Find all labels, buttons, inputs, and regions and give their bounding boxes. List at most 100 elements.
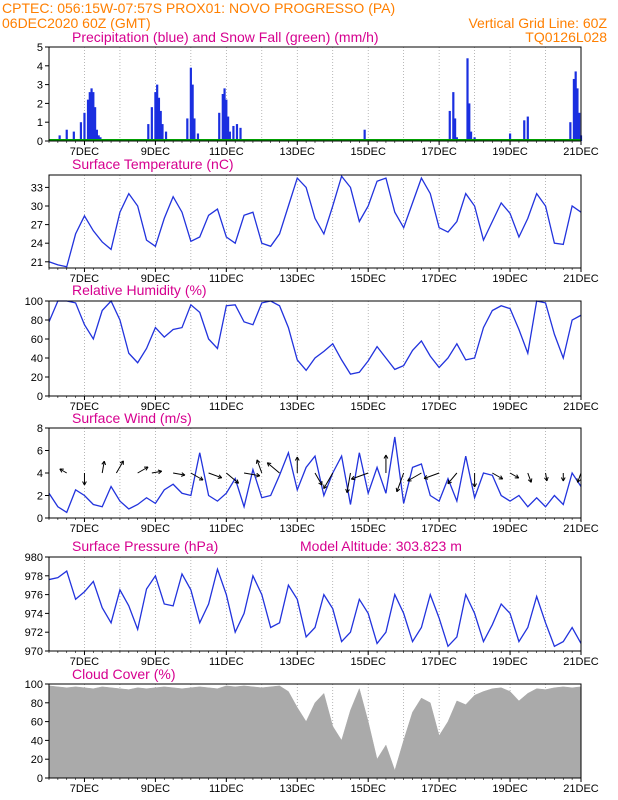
xtick-label: 11DEC [209,401,244,413]
wind-arrow [423,472,440,479]
wind-arrow-head [181,472,186,477]
ytick-label: 100 [25,679,43,691]
wind-arrow [151,470,162,474]
xtick-label: 11DEC [209,656,244,668]
precip-bar [83,112,86,141]
ytick-label: 24 [31,238,43,250]
wind-arrow-head [82,481,87,486]
xtick-label: 11DEC [209,523,244,535]
xtick-label: 19DEC [492,523,528,535]
ytick-label: 4 [37,468,43,480]
wind-arrow-head [350,475,356,481]
xtick-label: 7DEC [70,783,99,795]
ytick-label: 6 [37,446,43,458]
cloud-area [48,685,582,779]
precip-bar [164,131,168,141]
wind-arrow-head [323,484,328,490]
xtick-label: 7DEC [70,523,99,535]
wind-arrow-head [447,479,452,485]
panel-precip: Precipitation (blue) and Snow Fall (gree… [37,29,599,158]
xtick-label: 19DEC [492,656,528,668]
precip-bar [186,118,189,141]
precip-bar [526,116,529,141]
panel-frame-precip [48,46,582,142]
precip-bar [193,118,196,141]
wind-arrow-head [576,478,581,483]
precip-bar [92,92,95,141]
panel-temp: Surface Temperature (nC) 21 24 27 30 33 7DEC 9D… [31,156,599,285]
ytick-label: 0 [37,136,43,148]
wind-arrow-head [498,475,504,480]
xtick-label: 15DEC [350,656,386,668]
xtick-label: 9DEC [141,146,170,158]
xtick-label: 7DEC [70,273,99,285]
wind-arrow [346,472,351,493]
ytick-label: 980 [25,552,43,564]
wind-arrow-head [217,474,223,479]
xtick-label: 7DEC [70,656,99,668]
series-line-rh [48,299,582,375]
xtick-label: 7DEC [70,401,99,413]
wind-arrow-head [472,483,477,488]
ytick-label: 27 [31,220,43,232]
wind-arrow [173,472,186,476]
precip-bar [156,84,159,141]
precip-bar [58,135,61,141]
wind-arrow [577,472,582,483]
wind-arrow-head [560,477,566,482]
precip-bar [196,133,200,141]
wind-arrow [190,472,204,481]
ytick-label: 100 [25,296,43,308]
precip-bar [157,97,161,141]
xtick-label: 21DEC [563,656,599,668]
panel-title-cloud: Cloud Cover (%) [72,666,175,682]
precip-bar [88,92,91,141]
wind-arrow [101,461,105,474]
xtick-label: 19DEC [492,783,528,795]
wind-arrow-head [395,487,401,493]
panel-title-rh: Relative Humidity (%) [72,282,207,298]
panel-title-wind: Surface Wind (m/s) [72,410,192,426]
ytick-label: 60 [31,717,43,729]
wind-arrow [226,472,239,484]
wind-arrow [447,472,458,485]
wind-arrow [527,472,532,483]
xtick-label: 11DEC [209,273,244,285]
precip-bar [228,131,231,141]
wind-arrow-head [144,466,149,471]
panel-cloud: Cloud Cover (%) 0 20 40 60 80 100 7DEC 9DEC 11DEC… [25,666,599,795]
precip-bar [86,99,90,141]
wind-arrow-head [318,481,323,486]
wind-arrow [407,472,422,482]
series-line-pres [48,566,582,648]
header-line2-right: Vertical Grid Line: 60Z [468,15,607,31]
ytick-label: 5 [37,42,43,54]
wind-arrow [208,472,222,479]
precip-bar [95,129,98,141]
ytick-label: 20 [31,372,43,384]
wind-arrow-head [266,462,272,467]
ytick-label: 976 [25,590,43,602]
wind-arrow-head [383,454,389,459]
xtick-label: 7DEC [70,146,99,158]
wind-arrow-head [119,460,124,465]
xtick-label: 17DEC [421,273,457,285]
xtick-label: 15DEC [350,146,386,158]
xtick-label: 9DEC [141,656,170,668]
xtick-label: 13DEC [280,401,316,413]
panel-frame-rh [48,300,582,397]
ytick-label: 0 [37,513,43,525]
header-line1: CPTEC: 056:15W-07:57S PROX01: NOVO PROGR… [2,0,395,16]
xtick-label: 13DEC [280,523,316,535]
precip-bar [232,125,235,141]
ytick-label: 2 [37,98,43,110]
ytick-label: 21 [31,257,43,269]
xtick-label: 15DEC [350,273,386,285]
precip-bar [189,67,192,141]
wind-arrow-head [345,488,350,494]
wind-arrow-head [255,472,261,478]
precip-bar [191,84,194,141]
precip-bar [65,129,68,141]
xtick-label: 17DEC [421,656,457,668]
